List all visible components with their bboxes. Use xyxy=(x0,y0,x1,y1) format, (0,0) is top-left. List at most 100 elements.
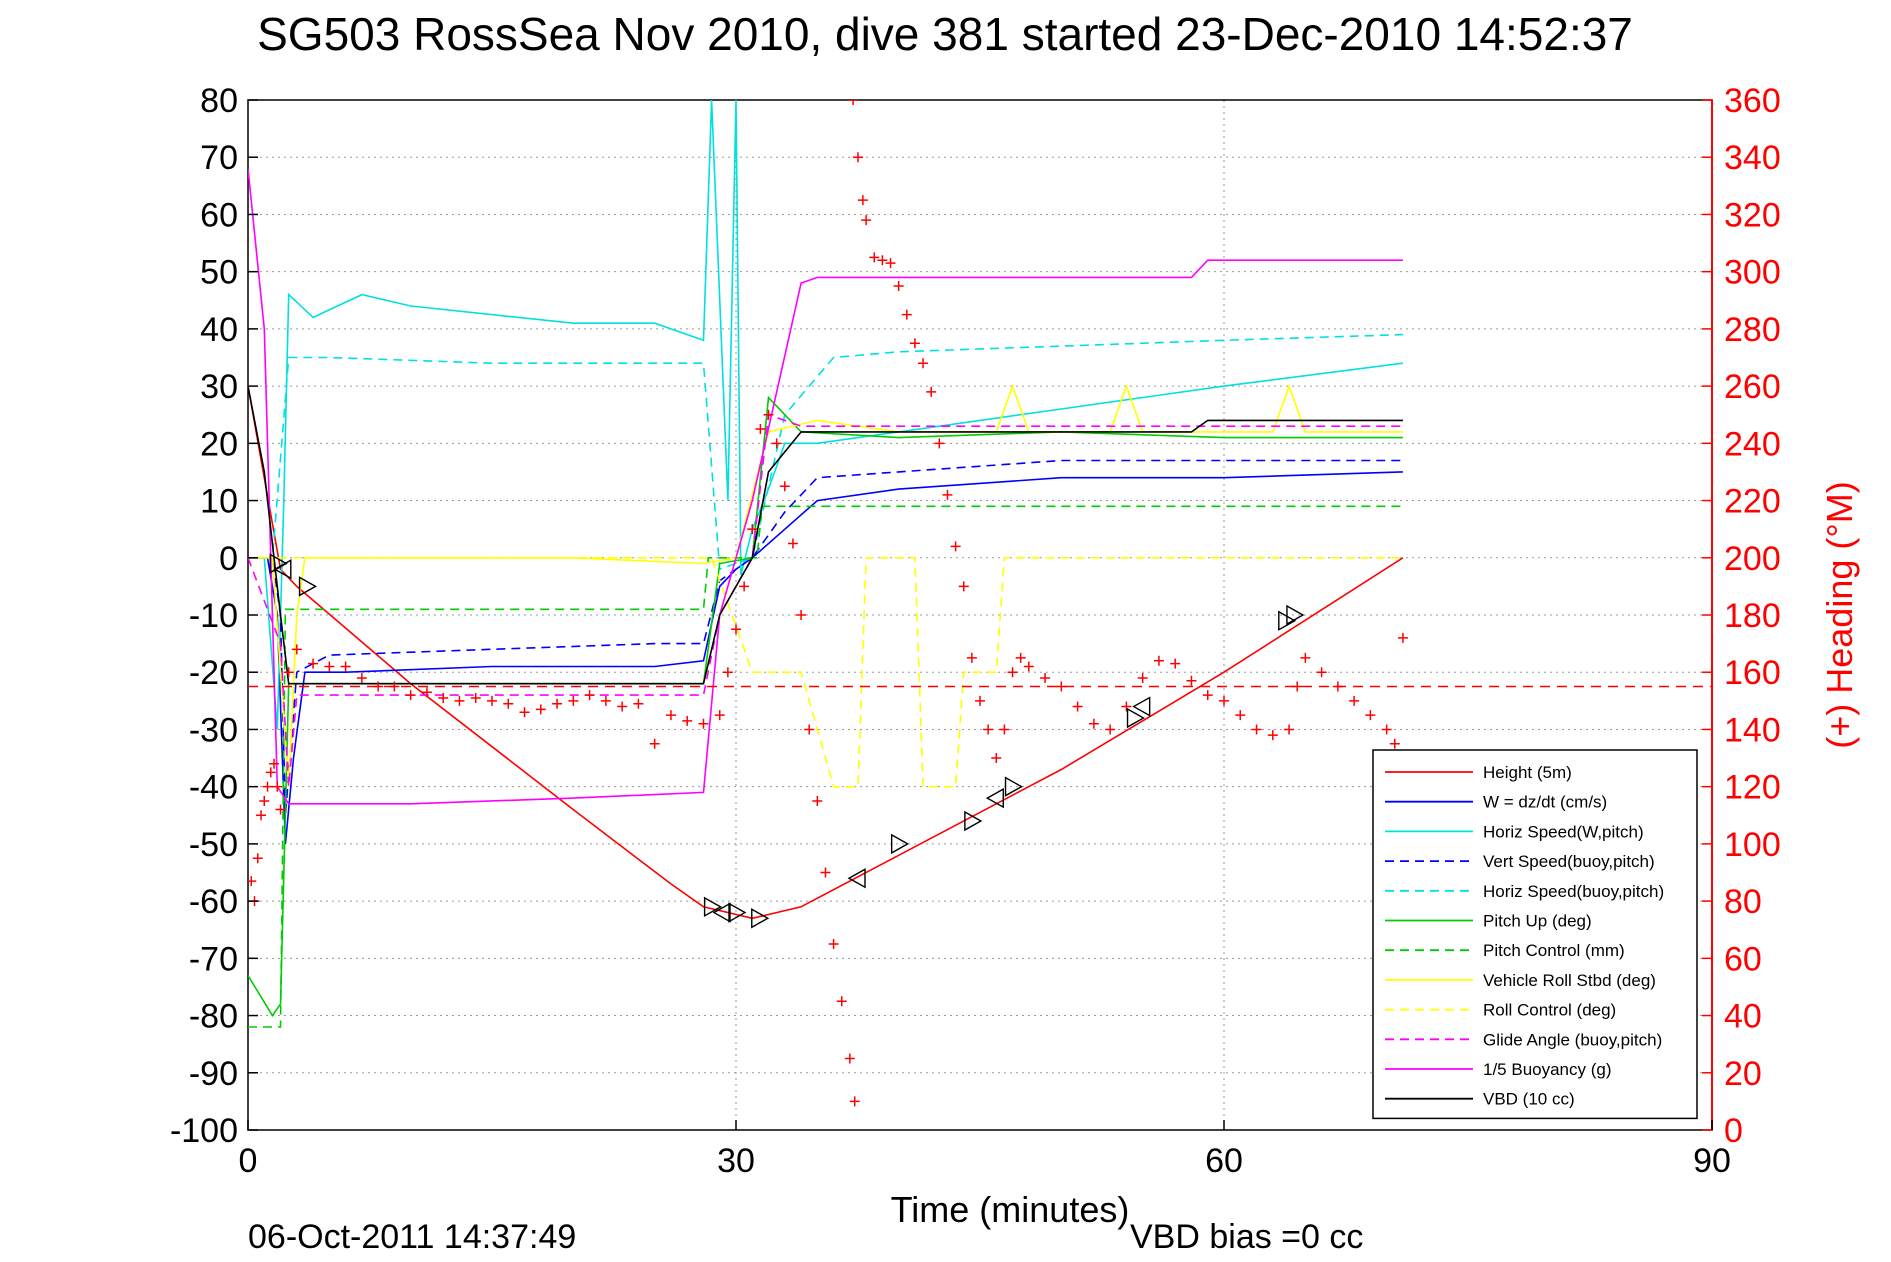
heading-point xyxy=(722,667,733,678)
right-tick-label: 320 xyxy=(1724,196,1781,234)
left-tick-label: -70 xyxy=(189,940,238,978)
heading-point xyxy=(739,581,750,592)
left-tick-label: 30 xyxy=(200,368,238,406)
heading-point xyxy=(999,724,1010,735)
right-tick-label: 240 xyxy=(1724,425,1781,463)
heading-point xyxy=(649,738,660,749)
heading-point xyxy=(275,804,286,815)
heading-point xyxy=(714,710,725,721)
right-tick-label: 180 xyxy=(1724,597,1781,635)
heading-point xyxy=(552,698,563,709)
heading-point xyxy=(861,215,872,226)
chart-title: SG503 RossSea Nov 2010, dive 381 started… xyxy=(257,8,1633,60)
direction-marker xyxy=(985,787,1004,809)
right-tick-label: 60 xyxy=(1724,940,1762,978)
series-line-8 xyxy=(248,557,1403,788)
heading-point xyxy=(836,996,847,1007)
heading-point xyxy=(1349,695,1360,706)
heading-point xyxy=(991,753,1002,764)
left-tick-label: -90 xyxy=(189,1055,238,1093)
series-line-2 xyxy=(248,100,1404,730)
heading-point xyxy=(1292,681,1303,692)
heading-point xyxy=(324,661,335,672)
heading-point xyxy=(1088,718,1099,729)
legend-entry: Pitch Control (mm) xyxy=(1483,941,1625,960)
heading-point xyxy=(787,538,798,549)
legend: Height (5m) W = dz/dt (cm/s) Horiz Speed(W… xyxy=(1372,749,1698,1120)
heading-point xyxy=(248,876,257,887)
heading-point xyxy=(421,687,432,698)
left-tick-label: 20 xyxy=(200,425,238,463)
heading-point xyxy=(975,695,985,706)
x-axis: 0 30 60 90 xyxy=(239,1120,1731,1180)
heading-point xyxy=(470,692,481,703)
heading-point xyxy=(918,358,929,369)
heading-point xyxy=(1365,710,1376,721)
left-tick-label: -50 xyxy=(189,826,238,864)
heading-point xyxy=(1381,724,1392,735)
heading-point xyxy=(291,644,302,655)
heading-point xyxy=(942,489,953,500)
left-tick-label: 50 xyxy=(200,254,238,292)
heading-point xyxy=(1153,655,1164,666)
direction-marker xyxy=(728,902,747,923)
heading-point xyxy=(356,672,367,683)
legend-entry: Horiz Speed(buoy,pitch) xyxy=(1483,882,1664,901)
direction-marker xyxy=(712,902,731,923)
right-tick-label: 140 xyxy=(1724,711,1781,749)
direction-marker xyxy=(1132,696,1151,717)
right-axis: 3603403203002802602402202001801601401201… xyxy=(1702,82,1781,1150)
heading-point xyxy=(747,524,758,535)
heading-point xyxy=(796,610,807,620)
legend-entry: 1/5 Buoyancy (g) xyxy=(1483,1060,1612,1079)
legend-entry: Height (5m) xyxy=(1483,763,1572,782)
right-tick-label: 200 xyxy=(1724,540,1781,578)
left-tick-label: -60 xyxy=(189,883,238,921)
heading-point xyxy=(269,758,280,769)
direction-marker xyxy=(1004,776,1023,797)
legend-box xyxy=(1372,749,1698,1120)
left-tick-label: -80 xyxy=(189,998,238,1036)
right-tick-label: 300 xyxy=(1724,254,1781,292)
left-tick-label: -40 xyxy=(189,769,238,807)
heading-point xyxy=(849,1096,860,1107)
heading-point xyxy=(755,424,766,435)
heading-point xyxy=(256,810,267,821)
left-tick-label: 40 xyxy=(200,311,238,349)
heading-point xyxy=(373,681,384,692)
heading-point xyxy=(820,867,831,878)
heading-point xyxy=(340,661,351,672)
heading-point xyxy=(1186,675,1197,686)
series-line-0 xyxy=(248,385,1404,920)
heading-point xyxy=(259,795,270,806)
heading-point xyxy=(901,309,912,320)
heading-point xyxy=(519,707,530,718)
right-tick-label: 100 xyxy=(1724,826,1781,864)
series-layer xyxy=(248,100,1404,1028)
heading-point xyxy=(983,724,994,735)
series-line-1 xyxy=(248,471,1403,844)
series-line-3 xyxy=(248,459,1403,816)
heading-point xyxy=(272,781,283,792)
heading-point xyxy=(1015,652,1026,663)
heading-point xyxy=(804,724,815,735)
heading-point xyxy=(1235,710,1246,721)
x-axis-label: Time (minutes) xyxy=(891,1189,1130,1230)
heading-point xyxy=(252,853,263,864)
left-tick-label: 60 xyxy=(200,196,238,234)
footer-vbd-bias: VBD bias =0 cc xyxy=(1130,1218,1363,1256)
direction-marker xyxy=(890,833,910,855)
direction-marker xyxy=(964,810,983,832)
heading-point xyxy=(1023,661,1034,672)
heading-point xyxy=(1267,730,1278,741)
heading-point xyxy=(958,581,969,592)
legend-entry: Vert Speed(buoy,pitch) xyxy=(1483,852,1655,871)
heading-point xyxy=(926,386,937,397)
heading-point xyxy=(283,667,294,678)
legend-entry: W = dz/dt (cm/s) xyxy=(1483,793,1607,812)
legend-entry: VBD (10 cc) xyxy=(1483,1090,1575,1109)
left-tick-label: 70 xyxy=(200,139,238,177)
right-tick-label: 260 xyxy=(1724,368,1781,406)
heading-point xyxy=(1251,724,1262,735)
direction-marker xyxy=(273,559,292,580)
